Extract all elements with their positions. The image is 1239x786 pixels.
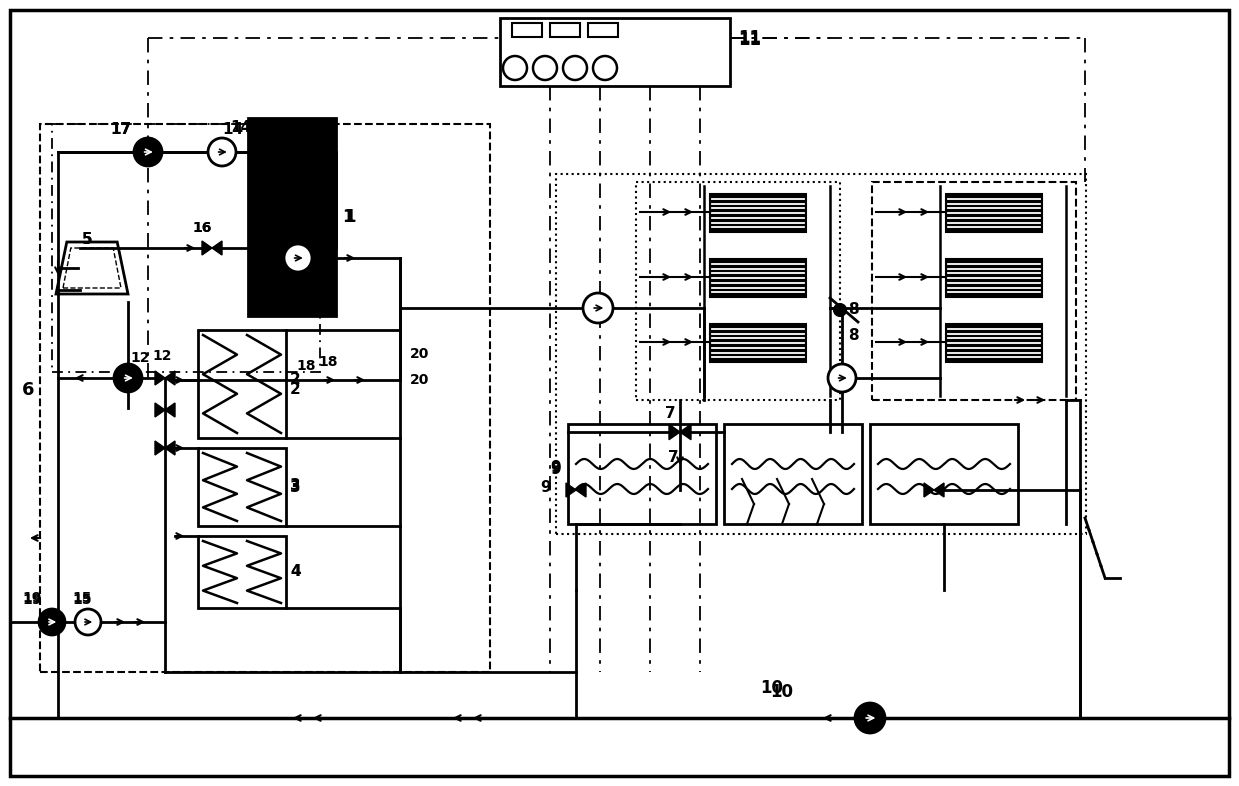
Polygon shape <box>155 441 165 455</box>
Bar <box>52 124 320 372</box>
Bar <box>947 259 1042 297</box>
Bar <box>198 536 286 608</box>
Circle shape <box>584 293 613 323</box>
Bar <box>947 324 1042 362</box>
Text: 7: 7 <box>665 406 675 421</box>
Circle shape <box>208 138 235 166</box>
Text: 14: 14 <box>222 123 243 138</box>
Circle shape <box>76 609 102 635</box>
Polygon shape <box>165 371 175 385</box>
Text: 13: 13 <box>312 265 331 279</box>
Bar <box>40 124 489 672</box>
Text: 4: 4 <box>290 564 301 579</box>
Polygon shape <box>924 483 934 497</box>
Text: 2: 2 <box>290 383 301 398</box>
Text: 15: 15 <box>72 591 92 605</box>
Text: 14: 14 <box>230 120 252 135</box>
Polygon shape <box>669 424 680 439</box>
Text: 18: 18 <box>296 359 316 373</box>
Text: 20: 20 <box>410 347 430 361</box>
Bar <box>198 448 286 526</box>
Bar <box>636 182 840 400</box>
Text: 5: 5 <box>82 233 93 248</box>
Bar <box>198 330 286 438</box>
Bar <box>567 424 716 524</box>
Polygon shape <box>155 371 165 385</box>
Text: 9: 9 <box>550 462 560 478</box>
Text: 17: 17 <box>110 123 131 138</box>
Circle shape <box>284 244 312 272</box>
Bar <box>947 194 1042 232</box>
Text: 20: 20 <box>410 373 430 387</box>
Text: 18: 18 <box>318 355 337 369</box>
Polygon shape <box>576 483 586 497</box>
Text: 19: 19 <box>22 593 41 607</box>
Text: 12: 12 <box>130 351 150 365</box>
Text: 2: 2 <box>290 373 301 387</box>
Text: 1: 1 <box>344 208 356 226</box>
Circle shape <box>834 304 846 316</box>
Text: 16: 16 <box>192 221 212 235</box>
Text: 5: 5 <box>82 233 93 248</box>
Text: 3: 3 <box>290 480 301 495</box>
Polygon shape <box>934 483 944 497</box>
Polygon shape <box>165 403 175 417</box>
Text: 8: 8 <box>847 303 859 318</box>
Bar <box>556 174 1087 534</box>
Bar <box>710 324 807 362</box>
Text: 7: 7 <box>668 450 679 465</box>
Circle shape <box>134 138 162 166</box>
Circle shape <box>828 364 856 392</box>
Circle shape <box>114 364 142 392</box>
Polygon shape <box>202 241 212 255</box>
Bar <box>724 424 862 524</box>
Text: 9: 9 <box>550 461 560 476</box>
Text: 9: 9 <box>540 480 550 495</box>
Bar <box>589 23 618 37</box>
Bar <box>501 18 730 86</box>
Text: 15: 15 <box>72 593 92 607</box>
Text: 19: 19 <box>22 591 41 605</box>
Text: 11: 11 <box>738 29 761 47</box>
Polygon shape <box>155 403 165 417</box>
Bar <box>710 194 807 232</box>
Polygon shape <box>212 241 222 255</box>
Text: 1: 1 <box>342 208 353 226</box>
Polygon shape <box>566 483 576 497</box>
Bar <box>710 259 807 297</box>
Circle shape <box>855 703 885 733</box>
Text: 17: 17 <box>110 123 131 138</box>
Circle shape <box>38 609 64 635</box>
Text: 10: 10 <box>760 679 783 697</box>
Bar <box>248 118 336 316</box>
Text: 12: 12 <box>152 349 171 363</box>
Polygon shape <box>680 424 691 439</box>
Text: 13: 13 <box>302 233 321 247</box>
Bar <box>550 23 580 37</box>
Bar <box>870 424 1018 524</box>
Text: 6: 6 <box>22 381 35 399</box>
Text: 4: 4 <box>290 564 301 579</box>
Text: 16: 16 <box>192 221 212 235</box>
Text: 8: 8 <box>847 329 859 343</box>
Text: 10: 10 <box>769 683 793 701</box>
Bar <box>872 182 1075 400</box>
Text: 3: 3 <box>290 479 301 494</box>
Polygon shape <box>165 441 175 455</box>
Text: 11: 11 <box>738 31 761 49</box>
Bar <box>512 23 541 37</box>
